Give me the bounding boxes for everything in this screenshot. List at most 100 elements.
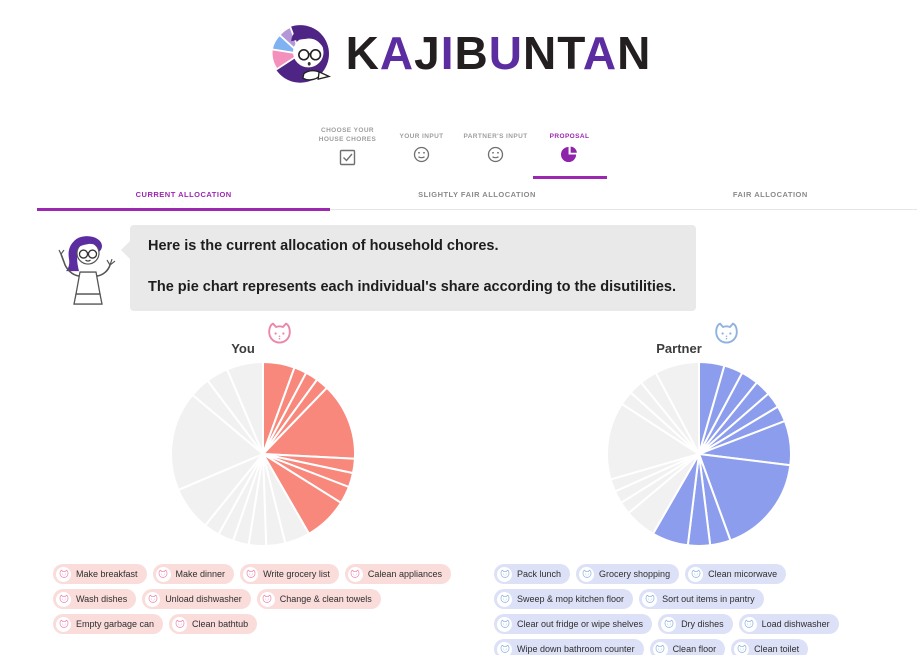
cat-icon	[145, 591, 161, 607]
brand-letter: A	[582, 27, 618, 79]
stepper-step-partner-s-input[interactable]: PARTNER'S INPUT	[459, 126, 533, 179]
chore-chip-label: Wash dishes	[76, 594, 128, 605]
chore-chip-label: Clean floor	[672, 644, 717, 655]
chart-head-partner: Partner	[487, 319, 911, 357]
chore-chip: Make dinner	[152, 564, 235, 585]
chore-chip-label: Clean micorwave	[708, 569, 778, 580]
chore-chip-label: Change & clean towels	[279, 594, 372, 605]
chore-chip: Load dishwasher	[738, 614, 839, 635]
cat-icon	[497, 616, 512, 632]
chore-chip-label: Dry dishes	[681, 619, 724, 630]
cat-icon	[56, 616, 71, 632]
chart-head-you: You	[46, 319, 480, 357]
cat-icon	[734, 641, 750, 655]
chore-chip: Wipe down bathroom counter	[494, 639, 644, 655]
cat-icon	[642, 591, 658, 607]
cat-icon	[158, 570, 168, 579]
stepper-step-your-input[interactable]: YOUR INPUT	[385, 126, 459, 179]
owner-label-you: You	[231, 341, 255, 357]
cat-icon	[741, 616, 757, 632]
smiley-icon	[413, 146, 430, 163]
chore-chip-label: Load dishwasher	[761, 619, 830, 630]
brand-letter: A	[379, 27, 415, 79]
brand-letter: N	[522, 27, 558, 79]
brand-letter: N	[617, 27, 652, 79]
cat-icon	[59, 620, 68, 629]
tab-fair-allocation[interactable]: FAIR ALLOCATION	[732, 190, 808, 200]
chore-chip: Sweep & mop kitchen floor	[494, 589, 634, 610]
chore-chip: Clean bathtub	[169, 614, 258, 635]
cat-icon	[172, 616, 188, 632]
cat-icon	[59, 570, 68, 579]
cat-icon	[500, 645, 509, 654]
cat-icon	[56, 591, 71, 607]
chore-chip: Clean floor	[649, 639, 726, 655]
logo-pie-mascot-icon	[270, 25, 331, 83]
chore-chip: Change & clean towels	[256, 589, 381, 610]
chip-list-you: Make breakfast Make dinner Write grocery…	[46, 564, 480, 635]
chore-chip-label: Make breakfast	[76, 569, 138, 580]
cat-icon-you	[264, 320, 295, 352]
allocation-tabs: CURRENT ALLOCATION SLIGHTLY FAIR ALLOCATI…	[37, 184, 917, 212]
cat-icon	[645, 595, 654, 604]
cat-icon	[148, 595, 158, 604]
charts-row: You Make breakfast Make dinner Write gro…	[0, 319, 917, 655]
tab-current-allocation[interactable]: CURRENT ALLOCATION	[37, 184, 331, 212]
chore-chip: Write grocery list	[240, 564, 339, 585]
chore-chip: Calean appliances	[344, 564, 451, 585]
chore-chip: Make breakfast	[53, 564, 147, 585]
cat-icon	[243, 566, 259, 582]
chore-chip-label: Clean toilet	[754, 644, 800, 655]
chore-chip: Clean micorwave	[685, 564, 787, 585]
brand-letter: T	[557, 27, 583, 79]
cat-icon	[500, 570, 509, 579]
chore-chip-label: Write grocery list	[263, 569, 330, 580]
checkbox-icon	[339, 149, 356, 166]
panel-partner: Partner Pack lunch Grocery shopping Clea…	[487, 319, 911, 655]
cat-icon	[691, 570, 700, 579]
tab-slightly-fair-allocation[interactable]: SLIGHTLY FAIR ALLOCATION	[418, 190, 536, 200]
cat-icon	[500, 620, 509, 629]
smiley-icon	[487, 146, 504, 163]
cat-icon	[175, 620, 184, 629]
chore-chip: Unload dishwasher	[142, 589, 251, 610]
brand-letter: J	[414, 27, 441, 79]
chore-chip-label: Sort out items in pantry	[662, 594, 755, 605]
message-line-1: Here is the current allocation of househ…	[148, 238, 499, 255]
chore-chip: Dry dishes	[658, 614, 733, 635]
chip-list-partner: Pack lunch Grocery shopping Clean micorw…	[487, 564, 911, 655]
chore-chip: Clear out fridge or wipe shelves	[494, 614, 653, 635]
stepper-step-proposal[interactable]: PROPOSAL	[532, 126, 607, 180]
app-logo: KAJIBUNTAN	[0, 0, 917, 92]
cat-icon	[246, 570, 255, 579]
chore-chip-label: Unload dishwasher	[165, 594, 242, 605]
brand-letter: K	[345, 27, 380, 79]
chore-chip: Clean toilet	[731, 639, 809, 655]
chore-chip-label: Clear out fridge or wipe shelves	[517, 619, 644, 630]
cat-icon	[262, 595, 272, 604]
cat-icon	[500, 595, 509, 604]
cat-icon	[59, 595, 68, 604]
cat-icon	[744, 620, 754, 629]
owner-label-partner: Partner	[656, 341, 702, 357]
cat-icon	[56, 566, 71, 582]
cat-icon	[259, 591, 275, 607]
chore-chip: Empty garbage can	[53, 614, 164, 635]
cat-icon	[737, 645, 746, 654]
cat-icon	[155, 566, 171, 582]
brand-letter: B	[454, 27, 489, 79]
brand-letter: U	[488, 27, 523, 79]
chore-chip-label: Empty garbage can	[76, 619, 155, 630]
chore-chip-label: Calean appliances	[367, 569, 442, 580]
cat-icon	[497, 591, 512, 607]
pie-chart-partner	[604, 359, 794, 554]
chore-chip-label: Pack lunch	[517, 569, 562, 580]
chore-chip: Sort out items in pantry	[639, 589, 764, 610]
cat-icon	[497, 641, 512, 655]
message-line-2: The pie chart represents each individual…	[148, 278, 677, 295]
stepper-step-choose-your-house-chores[interactable]: CHOOSE YOUR HOUSE CHORES	[311, 126, 385, 179]
cat-icon	[497, 566, 512, 582]
step-label: CHOOSE YOUR HOUSE CHORES	[318, 127, 377, 144]
brand-wordmark: KAJIBUNTAN	[346, 30, 652, 76]
chore-chip: Pack lunch	[494, 564, 571, 585]
